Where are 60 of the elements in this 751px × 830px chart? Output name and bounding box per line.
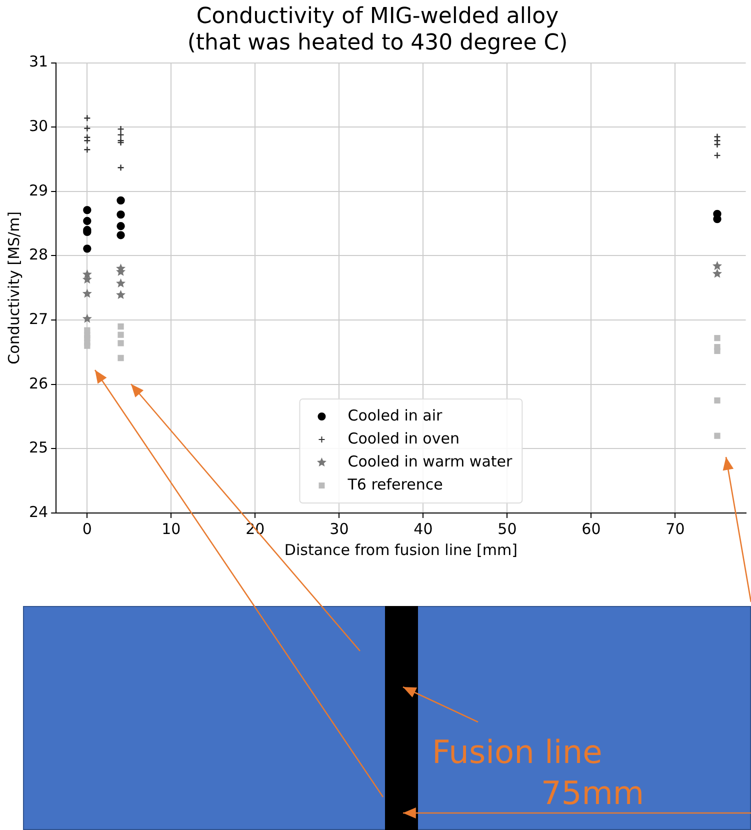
point — [82, 314, 92, 323]
x-tick-label: 50 — [498, 520, 517, 538]
y-tick-label: 26 — [28, 374, 48, 392]
point — [714, 432, 720, 439]
legend-label: Cooled in warm water — [348, 452, 513, 470]
point — [714, 152, 721, 160]
y-axis-title: Conductivity [MS/m] — [4, 211, 23, 364]
point — [84, 146, 91, 154]
point — [118, 332, 124, 338]
point — [712, 268, 722, 278]
point — [714, 133, 721, 140]
point — [84, 114, 91, 122]
point — [714, 397, 720, 404]
x-tick-label: 0 — [82, 520, 92, 538]
text: Fusion line — [432, 733, 602, 771]
point — [116, 290, 126, 300]
x-tick-label: 60 — [582, 520, 601, 538]
x-axis-title: Distance from fusion line [mm] — [284, 540, 518, 559]
y-tick-label: 25 — [28, 438, 48, 457]
point — [83, 206, 92, 214]
point — [116, 278, 126, 288]
point — [84, 124, 91, 132]
point — [714, 137, 721, 144]
x-tick-label: 40 — [414, 520, 433, 538]
point — [117, 137, 124, 144]
point — [82, 288, 92, 298]
point — [116, 196, 125, 205]
point — [712, 261, 722, 270]
point — [118, 340, 124, 346]
point — [117, 164, 124, 172]
y-tick-label: 31 — [28, 52, 48, 71]
point — [117, 125, 124, 133]
legend-label: Cooled in air — [348, 406, 444, 424]
x-tick-label: 30 — [330, 520, 349, 538]
point — [116, 210, 125, 219]
point — [117, 131, 124, 138]
x-tick-label: 70 — [666, 520, 685, 538]
point — [714, 348, 720, 354]
legend-label: Cooled in oven — [348, 429, 460, 448]
point — [117, 138, 124, 146]
y-tick-label: 27 — [28, 310, 48, 328]
point — [82, 269, 92, 278]
y-tick-label: 28 — [28, 246, 48, 264]
text: 75mm — [541, 774, 644, 812]
point — [118, 323, 124, 330]
chart-title: Conductivity of MIG-welded alloy (that was heated to 430 degree C) — [187, 4, 568, 56]
y-tick-label: 29 — [28, 181, 48, 200]
point — [118, 354, 124, 362]
point — [116, 222, 125, 230]
y-tick-label: 24 — [28, 502, 48, 521]
point — [116, 231, 125, 240]
point — [84, 342, 90, 349]
point — [714, 140, 721, 148]
point — [83, 244, 92, 253]
y-tick-label: 30 — [28, 117, 48, 136]
x-tick-label: 10 — [162, 520, 181, 538]
point — [84, 137, 91, 144]
point — [714, 334, 720, 342]
point — [83, 216, 92, 226]
legend-label: T6 reference — [346, 475, 443, 494]
